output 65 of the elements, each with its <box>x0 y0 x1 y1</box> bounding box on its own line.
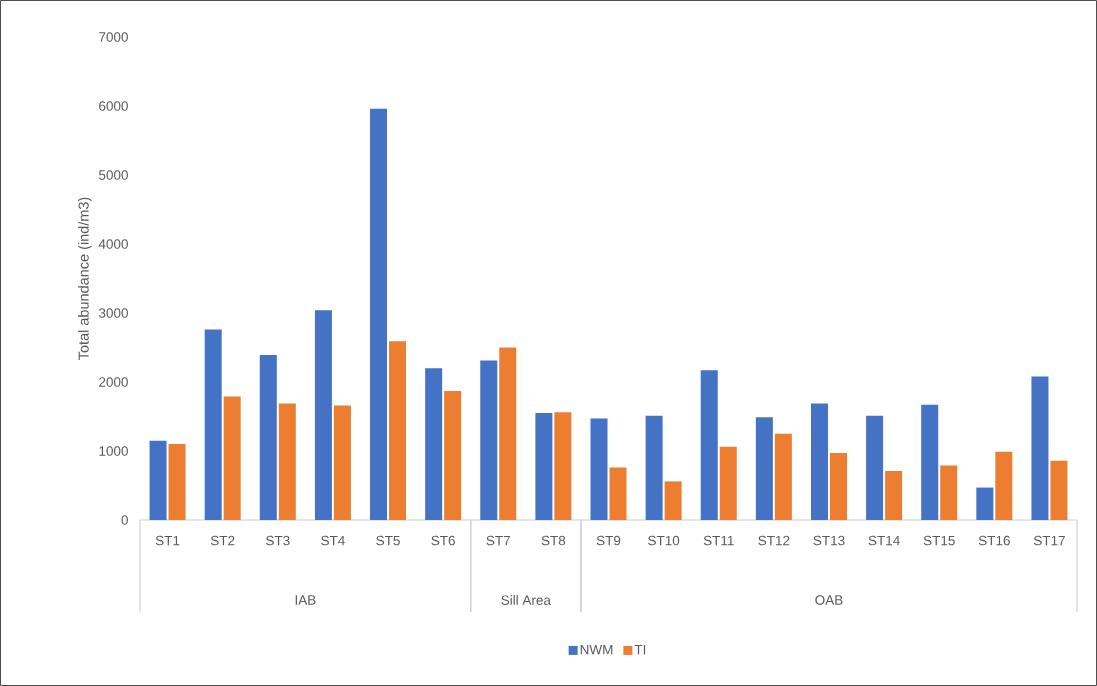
bar <box>921 404 939 520</box>
x-tick-label: ST8 <box>541 535 566 546</box>
bar <box>609 467 627 520</box>
x-tick-label: ST2 <box>210 535 235 546</box>
bar <box>278 403 296 520</box>
x-tick-label: ST10 <box>648 535 680 546</box>
bar <box>590 418 608 520</box>
bar <box>168 444 186 520</box>
x-tick-label: ST9 <box>596 535 621 546</box>
bar <box>810 403 828 520</box>
y-tick-label: 5000 <box>99 170 128 180</box>
bar <box>333 405 351 520</box>
text: IAB <box>295 595 316 605</box>
y-axis-title: Total abundance (ind/m3) <box>78 197 92 360</box>
bar <box>774 433 792 520</box>
bar <box>444 390 462 520</box>
x-tick-label: ST11 <box>703 535 734 546</box>
bar <box>223 396 241 520</box>
y-tick-label: 6000 <box>99 101 128 111</box>
x-tick-label: ST12 <box>758 535 790 546</box>
bar <box>370 108 388 520</box>
text: OAB <box>815 595 843 605</box>
bar <box>885 471 903 520</box>
bar <box>425 368 443 520</box>
bar <box>1050 460 1068 520</box>
y-tick-label: 2000 <box>99 377 128 387</box>
bar <box>314 310 332 520</box>
y-tick-label: 3000 <box>98 308 128 318</box>
bar <box>480 360 498 520</box>
bar <box>259 355 277 520</box>
bar <box>554 412 572 520</box>
x-tick-label: ST1 <box>155 535 180 546</box>
bar <box>204 329 222 520</box>
y-tick-label: 1000 <box>99 446 128 456</box>
y-tick-label: 4000 <box>98 239 128 249</box>
y-tick-label: 7000 <box>99 32 128 42</box>
legend-label: TI <box>634 645 646 655</box>
bar <box>535 413 553 520</box>
x-tick-label: ST6 <box>431 535 455 546</box>
x-tick-label: ST13 <box>813 535 845 546</box>
bar <box>1031 376 1049 520</box>
bar <box>389 341 407 520</box>
bar <box>719 446 737 520</box>
x-tick-label: ST15 <box>923 535 955 546</box>
x-tick-label: ST16 <box>978 535 1010 546</box>
legend-label: NWM <box>580 645 613 655</box>
x-tick-label: ST7 <box>486 535 510 546</box>
bar <box>940 465 958 520</box>
x-tick-label: ST17 <box>1033 535 1065 546</box>
bar <box>866 415 884 520</box>
x-tick-label: ST3 <box>266 535 290 546</box>
bar <box>149 440 167 520</box>
bar <box>700 370 718 520</box>
bar <box>995 451 1013 520</box>
bar <box>829 453 847 520</box>
bar <box>755 417 773 520</box>
bar <box>499 347 517 520</box>
text: Sill Area <box>501 595 551 605</box>
bar <box>645 415 663 520</box>
x-tick-label: ST14 <box>868 535 900 546</box>
x-tick-label: ST5 <box>376 535 400 546</box>
y-tick-label: 0 <box>121 515 128 525</box>
bar <box>976 487 994 520</box>
bar <box>664 481 682 520</box>
x-tick-label: ST4 <box>321 535 345 546</box>
